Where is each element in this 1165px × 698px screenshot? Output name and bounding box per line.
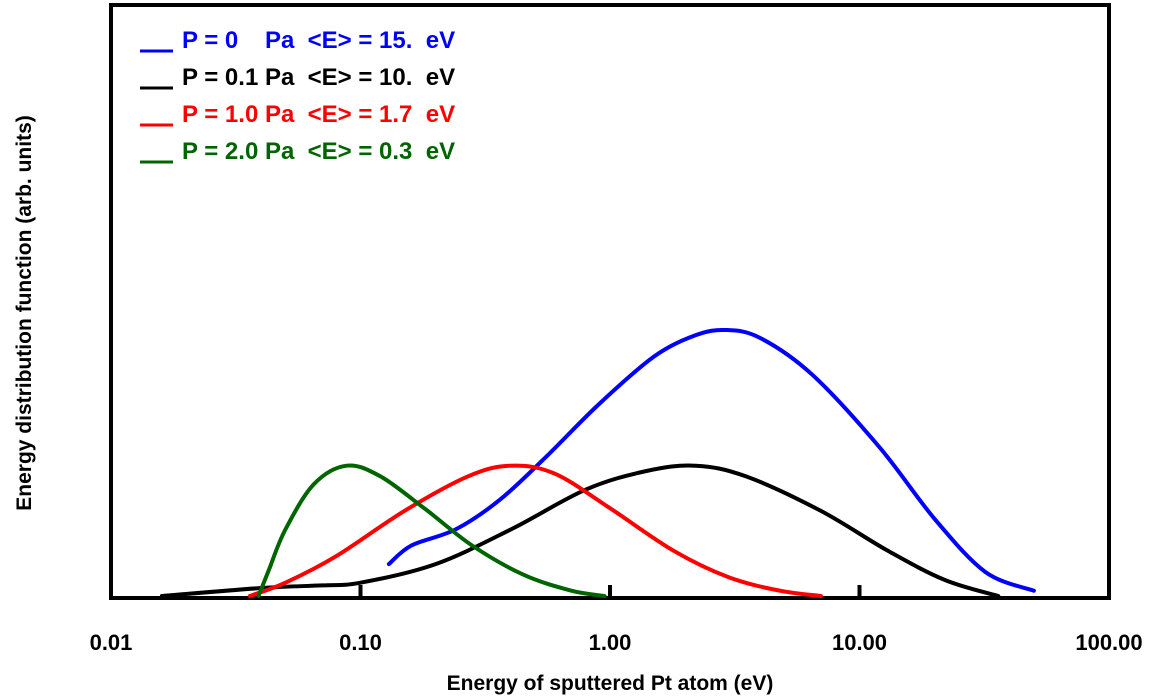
plot-frame [109, 3, 1111, 600]
x-tick-label: 100.00 [1075, 630, 1142, 655]
x-axis-title: Energy of sputtered Pt atom (eV) [447, 672, 774, 695]
series-line-2 [159, 463, 1001, 598]
x-tick-label: 0.10 [339, 630, 382, 655]
series-line-4 [256, 463, 607, 598]
legend-label: P = 0 Pa <E> = 15. eV [182, 27, 455, 54]
series-layer [159, 327, 1036, 598]
legend-label: P = 0.1 Pa <E> = 10. eV [182, 64, 455, 91]
x-tick-labels: 0.01 0.10 1.00 10.00 100.00 [90, 630, 1143, 655]
x-tick-label: 1.00 [589, 630, 632, 655]
legend: P = 0 Pa <E> = 15. eV P = 0.1 Pa <E> = 10… [140, 27, 455, 165]
y-axis-title: Energy distribution function (arb. units… [13, 115, 36, 510]
x-tick-label: 10.00 [832, 630, 887, 655]
x-tick-marks [109, 585, 1111, 596]
series-line-1 [386, 327, 1036, 593]
x-tick-label: 0.01 [90, 630, 133, 655]
series-line-3 [247, 463, 823, 598]
legend-label: P = 1.0 Pa <E> = 1.7 eV [182, 101, 455, 128]
legend-label: P = 2.0 Pa <E> = 0.3 eV [182, 138, 455, 165]
